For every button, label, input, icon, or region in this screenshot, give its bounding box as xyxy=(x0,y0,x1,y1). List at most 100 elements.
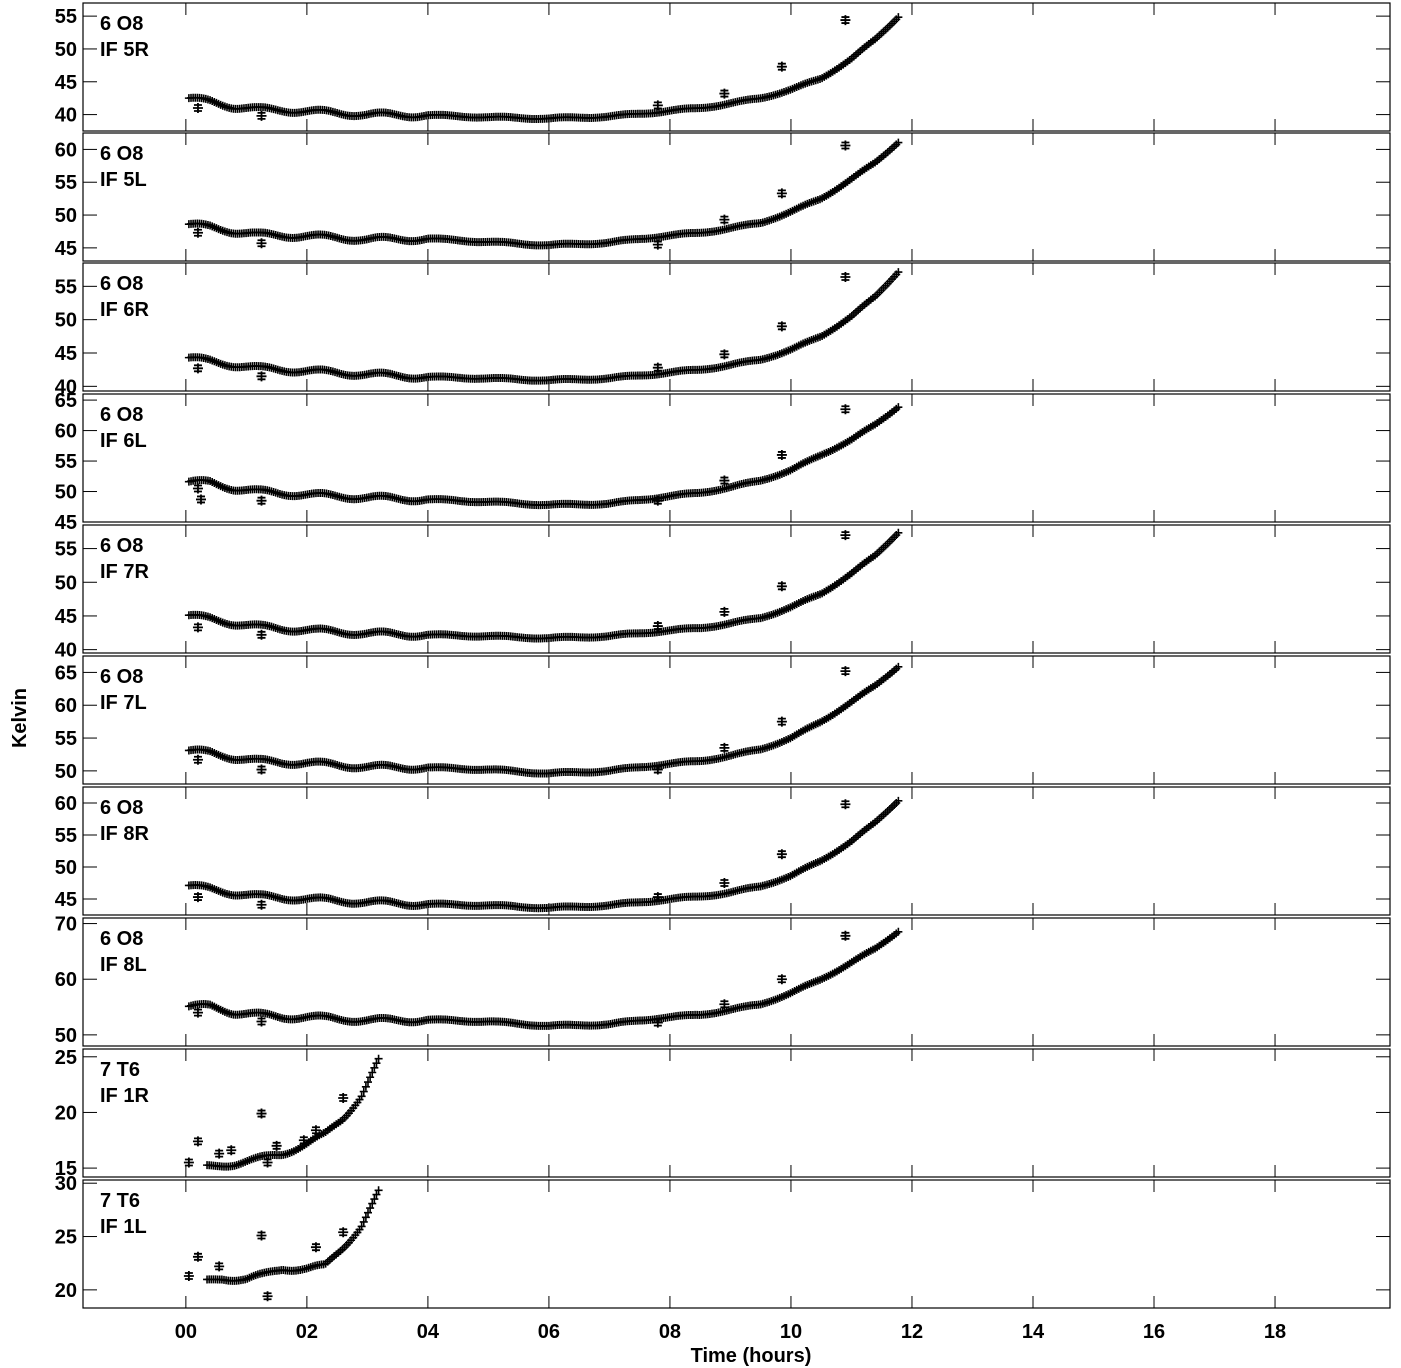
data-points xyxy=(184,927,903,1030)
x-tick-label: 08 xyxy=(659,1321,681,1343)
data-point xyxy=(256,110,267,121)
data-point xyxy=(719,349,730,360)
panel-frame xyxy=(82,1179,1391,1309)
data-point xyxy=(359,1087,368,1096)
panel-source-label: 6 O8 xyxy=(100,666,143,688)
data-point xyxy=(840,404,851,415)
data-point xyxy=(214,1261,225,1272)
panel-6: 50 55 60 65 6 O8 IF 7L xyxy=(55,655,1391,785)
data-point xyxy=(719,214,730,225)
data-point xyxy=(192,1007,203,1018)
data-point xyxy=(366,1204,375,1213)
data-point xyxy=(363,1208,372,1217)
data-point xyxy=(192,227,203,238)
data-points xyxy=(184,403,903,510)
data-point xyxy=(226,1145,237,1156)
data-point xyxy=(894,13,903,22)
panel-source-label: 7 T6 xyxy=(100,1190,140,1212)
panel-2: 45 50 55 60 6 O8 IF 5L xyxy=(55,132,1391,262)
x-tick-label: 16 xyxy=(1143,1321,1165,1343)
x-tick-label: 10 xyxy=(780,1321,802,1343)
data-point xyxy=(183,1271,194,1281)
data-points xyxy=(183,1186,383,1302)
data-point xyxy=(361,1213,370,1222)
data-point xyxy=(894,403,903,412)
y-tick-label: 55 xyxy=(55,539,77,561)
panel-source-label: 6 O8 xyxy=(100,143,143,165)
data-point xyxy=(262,1157,273,1168)
panel-7: 45 50 55 60 6 O8 IF 8R xyxy=(55,786,1391,916)
data-points xyxy=(184,268,903,385)
y-tick-label: 45 xyxy=(55,512,77,534)
y-tick-label: 70 xyxy=(55,914,77,936)
x-tick-label: 06 xyxy=(538,1321,560,1343)
y-tick-label: 60 xyxy=(55,139,77,161)
panel-if-label: IF 1R xyxy=(100,1085,149,1107)
data-point xyxy=(894,927,903,936)
panel-frame xyxy=(82,524,1391,654)
panel-frame xyxy=(82,132,1391,262)
data-point xyxy=(192,363,203,374)
y-tick-label: 25 xyxy=(55,1227,77,1249)
y-tick-label: 50 xyxy=(55,482,77,504)
data-point xyxy=(719,742,730,753)
y-tick-label: 60 xyxy=(55,969,77,991)
panel-if-label: IF 6L xyxy=(100,430,147,452)
data-point xyxy=(357,1092,366,1101)
panels: 40 45 50 55 6 O8 IF 5R 45 50 55 60 6 O8 IF 5L 40 45 50… xyxy=(55,2,1391,1309)
y-axis-title: Kelvin xyxy=(9,688,31,748)
panel-5: 40 45 50 55 6 O8 IF 7R xyxy=(55,524,1391,662)
data-point xyxy=(256,238,267,249)
data-point xyxy=(840,530,851,541)
data-point xyxy=(192,754,203,765)
y-tick-label: 30 xyxy=(55,1173,77,1195)
data-point xyxy=(652,764,663,775)
y-tick-label: 40 xyxy=(55,105,77,127)
data-point xyxy=(192,1136,203,1147)
data-points xyxy=(184,662,903,778)
data-points xyxy=(184,528,903,643)
data-point xyxy=(368,1199,377,1208)
panel-frame xyxy=(82,2,1391,132)
x-axis-title: Time (hours) xyxy=(691,1345,812,1367)
y-tick-label: 45 xyxy=(55,889,77,911)
data-points xyxy=(184,138,903,250)
data-point xyxy=(370,1195,379,1204)
data-point xyxy=(652,239,663,250)
data-point xyxy=(192,103,203,114)
data-point xyxy=(366,1073,375,1082)
y-tick-label: 65 xyxy=(55,390,77,412)
panel-if-label: IF 7R xyxy=(100,561,149,583)
x-tick-labels: 00 02 04 06 08 10 12 14 16 18 xyxy=(175,1321,1286,1343)
x-tick-label: 00 xyxy=(175,1321,197,1343)
data-point xyxy=(192,1251,203,1262)
panel-if-label: IF 8R xyxy=(100,823,149,845)
data-point xyxy=(652,1017,663,1028)
data-point xyxy=(894,796,903,805)
data-point xyxy=(894,662,903,671)
panel-source-label: 6 O8 xyxy=(100,535,143,557)
y-tick-label: 55 xyxy=(55,172,77,194)
y-tick-label: 25 xyxy=(55,1047,77,1069)
y-tick-label: 55 xyxy=(55,276,77,298)
x-tick-label: 14 xyxy=(1022,1321,1045,1343)
panel-source-label: 6 O8 xyxy=(100,928,143,950)
y-tick-label: 50 xyxy=(55,310,77,332)
panel-10: 20 25 30 7 T6 IF 1L xyxy=(55,1173,1391,1309)
y-tick-label: 60 xyxy=(55,695,77,717)
data-point xyxy=(256,495,267,506)
data-point xyxy=(840,799,851,810)
data-point xyxy=(840,666,851,677)
panel-3: 40 45 50 55 6 O8 IF 6R xyxy=(55,262,1391,398)
y-tick-label: 45 xyxy=(55,343,77,365)
panel-4: 45 50 55 60 65 6 O8 IF 6L xyxy=(55,390,1391,534)
data-point xyxy=(271,1140,282,1151)
data-points xyxy=(183,1054,383,1171)
data-point xyxy=(298,1135,309,1146)
data-point xyxy=(256,764,267,775)
data-point xyxy=(894,268,903,277)
y-tick-label: 65 xyxy=(55,662,77,684)
panel-if-label: IF 6R xyxy=(100,299,149,321)
data-point xyxy=(374,1054,383,1063)
data-point xyxy=(338,1092,349,1103)
